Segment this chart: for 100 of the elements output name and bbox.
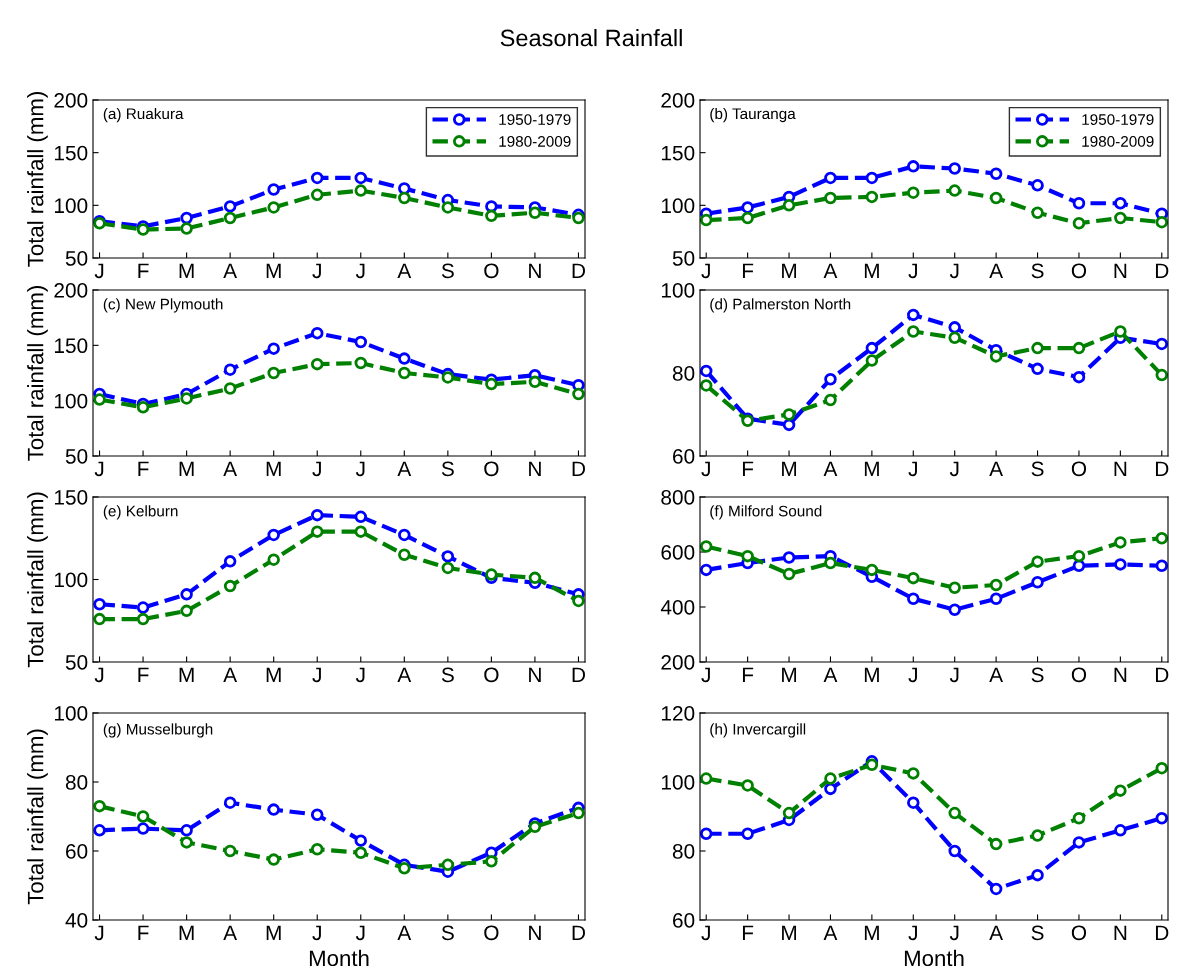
y-tick-label: 100 xyxy=(54,393,88,409)
x-tick-label: M xyxy=(864,263,879,278)
legend-label: 1980-2009 xyxy=(1082,136,1154,147)
x-tick-label: J xyxy=(94,925,104,941)
x-tick-label: J xyxy=(701,263,710,279)
x-tick-label: D xyxy=(1155,461,1169,476)
text: (e) Kelburn xyxy=(103,505,178,520)
y-tick-label: 200 xyxy=(661,655,695,670)
y-tick-label: 100 xyxy=(54,572,88,588)
y-axis-title: Total rainfall (mm) xyxy=(27,492,48,668)
x-tick-label: M xyxy=(179,925,194,940)
x-tick-label: J xyxy=(701,925,710,941)
y-tick-label: 150 xyxy=(661,145,695,161)
y-tick-label: 200 xyxy=(54,93,88,108)
y-tick-label: 40 xyxy=(65,913,88,928)
x-tick-label: O xyxy=(484,925,499,941)
x-tick-label: F xyxy=(138,925,149,940)
y-tick-label: 400 xyxy=(660,600,695,615)
text: (f) Milford Sound xyxy=(710,505,822,520)
x-tick-label: A xyxy=(223,925,238,940)
y-axis-title: Total rainfall (mm) xyxy=(27,92,48,267)
x-tick-label: M xyxy=(179,461,194,476)
x-tick-label: O xyxy=(484,461,499,477)
x-tick-label: F xyxy=(138,667,149,682)
x-tick-label: J xyxy=(701,667,710,683)
chart-title: (b) Tauranga xyxy=(710,107,796,123)
x-tick-label: A xyxy=(223,461,238,476)
x-tick-label: M xyxy=(782,925,797,940)
x-tick-label: F xyxy=(742,263,754,278)
x-tick-label: A xyxy=(397,263,412,278)
x-tick-label: J xyxy=(312,925,321,941)
text: (d) Palmerston North xyxy=(710,298,851,313)
y-tick-label: 200 xyxy=(661,93,695,108)
x-tick-label: N xyxy=(529,925,541,940)
x-tick-label: O xyxy=(1071,667,1087,683)
y-tick-label: 600 xyxy=(661,545,695,560)
x-tick-label: M xyxy=(864,925,879,940)
x-tick-label: N xyxy=(1114,925,1127,940)
x-tick-label: A xyxy=(989,461,1004,476)
y-tick-label: 60 xyxy=(673,913,695,928)
x-tick-label: A xyxy=(397,461,412,476)
x-axis-title: Month xyxy=(309,949,369,966)
x-tick-label: J xyxy=(908,925,917,941)
x-tick-label: D xyxy=(1155,263,1169,278)
x-tick-label: O xyxy=(1071,925,1087,941)
x-tick-label: J xyxy=(355,263,365,279)
x-tick-label: O xyxy=(484,667,499,683)
x-tick-label: N xyxy=(1114,667,1127,682)
x-tick-label: M xyxy=(266,925,281,940)
x-tick-label: M xyxy=(782,667,797,682)
x-tick-label: A xyxy=(823,263,838,278)
legend-label: 1980-2009 xyxy=(499,136,571,147)
x-tick-label: J xyxy=(908,263,917,279)
x-tick-label: J xyxy=(908,667,917,683)
y-axis-title: Total rainfall (mm) xyxy=(27,286,48,461)
x-tick-label: N xyxy=(1114,263,1127,278)
x-tick-label: A xyxy=(397,925,412,940)
x-tick-label: J xyxy=(908,461,917,477)
x-tick-label: O xyxy=(1071,263,1087,279)
x-tick-label: F xyxy=(742,461,754,476)
x-tick-label: D xyxy=(572,263,585,278)
x-tick-label: A xyxy=(989,667,1004,682)
x-tick-label: J xyxy=(355,667,365,683)
x-tick-label: M xyxy=(179,667,194,682)
x-tick-label: F xyxy=(742,667,754,682)
x-tick-label: F xyxy=(138,263,149,278)
y-tick-label: 80 xyxy=(672,366,695,381)
text: (h) Invercargill xyxy=(710,723,806,738)
x-tick-label: D xyxy=(1155,925,1169,940)
x-tick-label: O xyxy=(484,263,499,279)
x-tick-label: J xyxy=(949,263,959,279)
x-tick-label: M xyxy=(266,667,281,682)
y-tick-label: 100 xyxy=(54,198,88,214)
x-tick-label: J xyxy=(312,263,321,279)
x-tick-label: J xyxy=(94,667,104,683)
x-tick-label: S xyxy=(441,263,454,279)
x-tick-label: D xyxy=(572,667,585,682)
x-tick-label: D xyxy=(572,461,585,476)
y-tick-label: 50 xyxy=(65,251,88,266)
x-tick-label: M xyxy=(864,461,879,476)
x-tick-label: A xyxy=(823,461,838,476)
x-tick-label: J xyxy=(949,925,959,941)
y-tick-label: 100 xyxy=(661,283,695,298)
chart-title: (a) Ruakura xyxy=(103,107,184,123)
x-tick-label: J xyxy=(312,667,321,683)
x-tick-label: M xyxy=(179,263,194,278)
x-axis-title: Month xyxy=(904,949,964,966)
y-tick-label: 80 xyxy=(672,844,695,859)
y-tick-label: 150 xyxy=(54,338,88,354)
y-tick-label: 150 xyxy=(54,490,88,505)
y-tick-label: 50 xyxy=(65,449,88,464)
y-tick-label: 60 xyxy=(673,449,695,464)
x-tick-label: N xyxy=(1114,461,1127,476)
x-tick-label: J xyxy=(94,263,104,279)
x-tick-label: S xyxy=(1031,667,1044,683)
x-tick-label: D xyxy=(572,925,585,940)
x-tick-label: A xyxy=(823,925,838,940)
y-tick-label: 50 xyxy=(672,251,695,266)
legend-label: 1950-1979 xyxy=(1082,114,1154,125)
x-tick-label: S xyxy=(1031,925,1044,941)
